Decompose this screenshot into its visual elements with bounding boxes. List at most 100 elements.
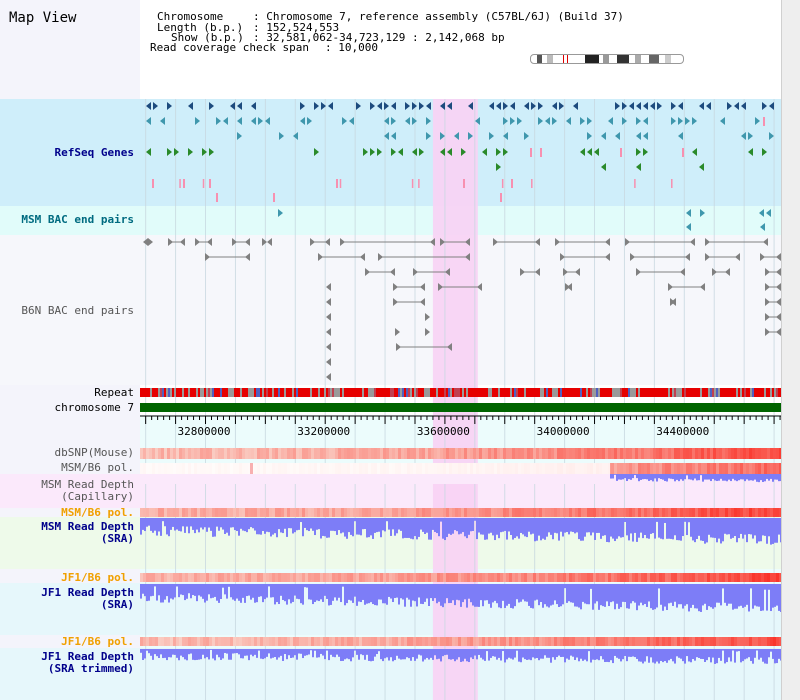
depth-bar [746,584,748,605]
track-label-dbsnp[interactable]: dbSNP(Mouse) [54,446,134,459]
heat-cell [143,637,146,646]
depth-bar [228,584,230,587]
depth-bar [578,649,580,662]
heat-cell [710,463,713,474]
depth-bar [276,584,278,603]
gene-mark [418,179,420,188]
heat-cell [746,573,749,582]
repeat-segment [538,388,540,397]
depth-bar [202,584,204,599]
depth-bar [172,518,174,527]
heat-cell [701,508,704,517]
heat-cell [683,463,686,474]
depth-bar [324,584,326,596]
heat-cell [455,573,458,582]
depth-bar [726,474,728,482]
heat-cell [260,508,263,517]
heat-cell [248,508,251,517]
depth-bar [298,518,300,530]
heat-cell [215,448,218,459]
heat-cell [251,508,254,517]
depth-bar [318,649,320,658]
depth-bar [702,584,704,606]
heat-cell [500,448,503,459]
depth-bar [438,649,440,659]
track-label-msm-bac[interactable]: MSM BAC end pairs [21,213,134,226]
heat-cell [338,508,341,517]
repeat-segment [512,388,514,397]
depth-bar [762,649,764,662]
track-label-jf1-b6-pol[interactable]: JF1/B6 pol. [61,571,134,584]
track-label-jf1-b6-pol-2[interactable]: JF1/B6 pol. [61,635,134,648]
repeat-segment [654,388,656,397]
depth-bar [476,584,478,607]
repeat-segment [678,388,680,397]
heat-cell [236,573,239,582]
gene-glyph [622,117,627,125]
heat-cell [338,448,341,459]
depth-bar [636,518,638,542]
ideogram-band [547,55,553,63]
depth-bar [164,649,166,658]
gene-glyph [580,148,585,156]
track-label-b6n-bac[interactable]: B6N BAC end pairs [21,304,134,317]
track-label-msm-b6-pol[interactable]: MSM/B6 pol. [61,461,134,474]
heat-cell [524,573,527,582]
repeat-segment [208,388,210,397]
depth-bar [328,649,330,661]
chromosome-ideogram[interactable] [530,54,684,64]
depth-bar [594,584,596,604]
depth-bar [602,584,604,607]
heat-cell [482,573,485,582]
depth-bar [650,474,652,481]
heat-cell [470,448,473,459]
repeat-segment [762,388,764,397]
depth-bar [626,518,628,536]
heat-cell [626,573,629,582]
vertical-scrollbar[interactable] [781,0,800,700]
track-label-jf1-depth-sra[interactable]: JF1 Read Depth [41,586,134,599]
track-label-refseq-genes[interactable]: RefSeq Genes [54,146,134,159]
depth-bar [334,518,336,532]
track-label-msm-depth-sra[interactable]: MSM Read Depth [41,520,134,533]
heat-cell [659,448,662,459]
heat-cell [488,637,491,646]
repeat-segment [648,388,650,397]
gene-glyph [482,148,487,156]
depth-bar [512,584,514,609]
depth-bar [764,584,766,590]
repeat-segment [416,388,418,397]
repeat-segment [716,388,718,397]
depth-bar [142,518,144,530]
track-label-chromosome[interactable]: chromosome 7 [54,401,134,414]
depth-bar [380,649,382,660]
depth-bar [654,584,656,610]
track-label-jf1-depth-trimmed[interactable]: JF1 Read Depth [41,650,134,663]
repeat-segment [150,388,152,397]
gene-glyph [356,102,361,110]
depth-bar [432,649,434,660]
track-label-msm-depth-capillary[interactable]: MSM Read Depth [41,478,134,491]
repeat-segment [304,388,306,397]
depth-bar [508,649,510,658]
gene-glyph [412,102,417,110]
depth-bar [458,518,460,535]
depth-bar [420,649,422,656]
heat-cell [323,637,326,646]
repeat-segment [690,388,692,397]
heat-cell [524,637,527,646]
gene-glyph [517,117,522,125]
depth-bar [596,518,598,533]
depth-bar [424,584,426,602]
depth-bar [718,518,720,539]
track-label-repeat[interactable]: Repeat [94,386,134,399]
depth-bar [452,649,454,660]
bac-end-glyph [759,209,764,217]
depth-bar [682,474,684,481]
depth-bar [704,649,706,662]
track-label-msm-b6-pol-sra[interactable]: MSM/B6 pol. [61,506,134,519]
depth-bar [460,518,462,534]
heat-cell [356,508,359,517]
depth-bar [238,518,240,536]
depth-bar [340,649,342,662]
